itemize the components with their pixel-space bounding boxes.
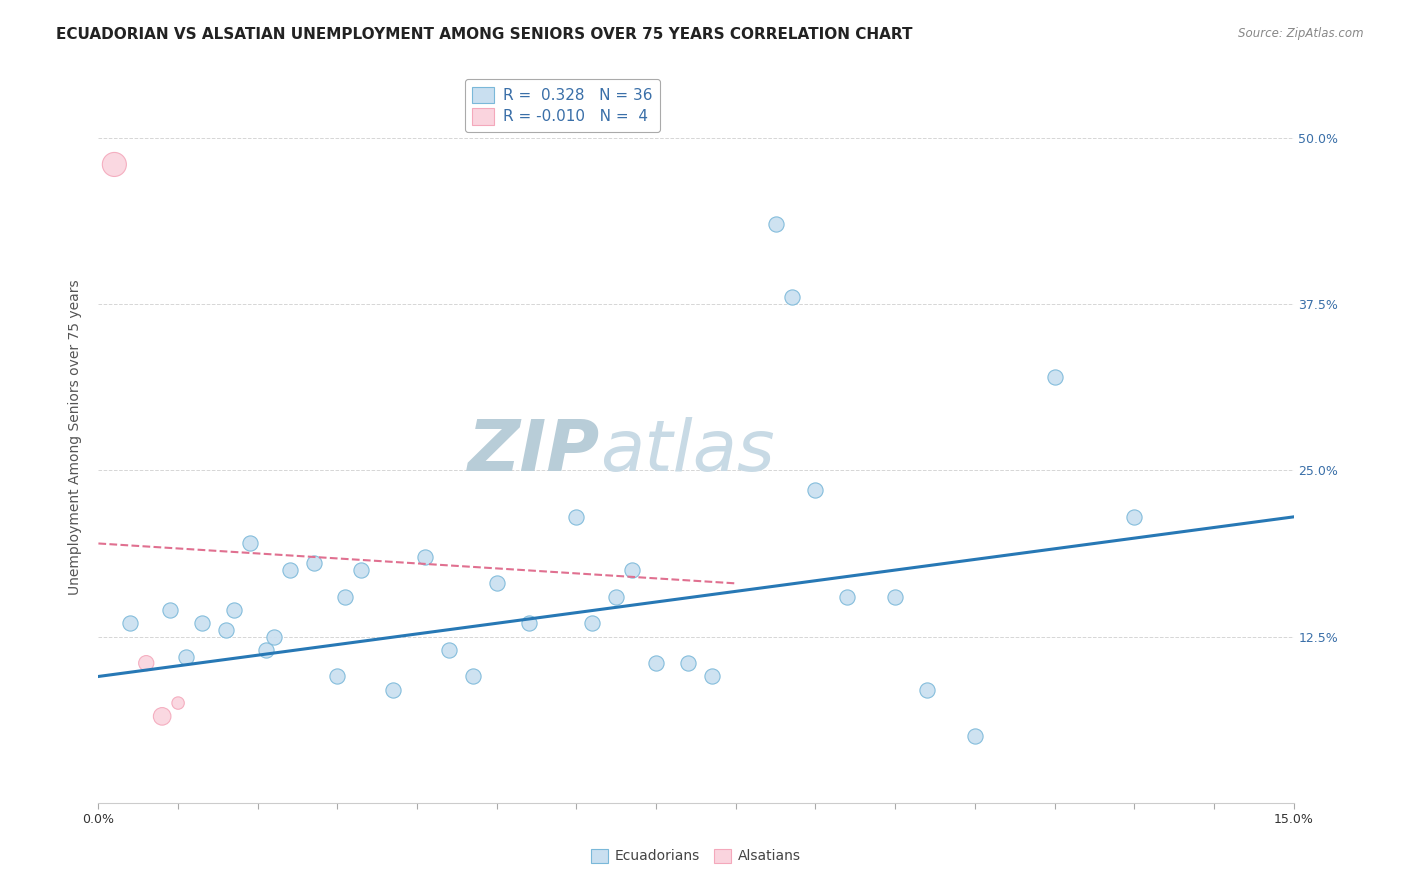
Point bbox=[278, 563, 301, 577]
Point bbox=[884, 590, 907, 604]
Point bbox=[963, 729, 986, 743]
Point bbox=[239, 536, 262, 550]
Point bbox=[120, 616, 142, 631]
Point bbox=[191, 616, 214, 631]
Point bbox=[215, 623, 238, 637]
Point bbox=[645, 656, 668, 670]
Point bbox=[765, 217, 787, 231]
Point bbox=[150, 709, 173, 723]
Y-axis label: Unemployment Among Seniors over 75 years: Unemployment Among Seniors over 75 years bbox=[69, 279, 83, 595]
Point bbox=[517, 616, 540, 631]
Legend: Ecuadorians, Alsatians: Ecuadorians, Alsatians bbox=[586, 843, 806, 869]
Point bbox=[103, 157, 125, 171]
Point bbox=[326, 669, 349, 683]
Point bbox=[413, 549, 436, 564]
Point bbox=[222, 603, 245, 617]
Point bbox=[159, 603, 181, 617]
Point bbox=[485, 576, 508, 591]
Point bbox=[621, 563, 644, 577]
Point bbox=[837, 590, 859, 604]
Text: ECUADORIAN VS ALSATIAN UNEMPLOYMENT AMONG SENIORS OVER 75 YEARS CORRELATION CHAR: ECUADORIAN VS ALSATIAN UNEMPLOYMENT AMON… bbox=[56, 27, 912, 42]
Point bbox=[382, 682, 405, 697]
Point bbox=[915, 682, 938, 697]
Point bbox=[350, 563, 373, 577]
Point bbox=[676, 656, 699, 670]
Point bbox=[254, 643, 277, 657]
Point bbox=[263, 630, 285, 644]
Text: atlas: atlas bbox=[600, 417, 775, 486]
Point bbox=[302, 557, 325, 571]
Point bbox=[174, 649, 197, 664]
Point bbox=[700, 669, 723, 683]
Point bbox=[461, 669, 484, 683]
Point bbox=[1043, 370, 1066, 384]
Text: Source: ZipAtlas.com: Source: ZipAtlas.com bbox=[1239, 27, 1364, 40]
Point bbox=[804, 483, 827, 498]
Point bbox=[581, 616, 603, 631]
Point bbox=[1123, 509, 1146, 524]
Point bbox=[780, 290, 803, 304]
Point bbox=[335, 590, 357, 604]
Point bbox=[565, 509, 588, 524]
Point bbox=[605, 590, 627, 604]
Point bbox=[437, 643, 460, 657]
Point bbox=[167, 696, 190, 710]
Point bbox=[135, 656, 157, 670]
Text: ZIP: ZIP bbox=[468, 417, 600, 486]
